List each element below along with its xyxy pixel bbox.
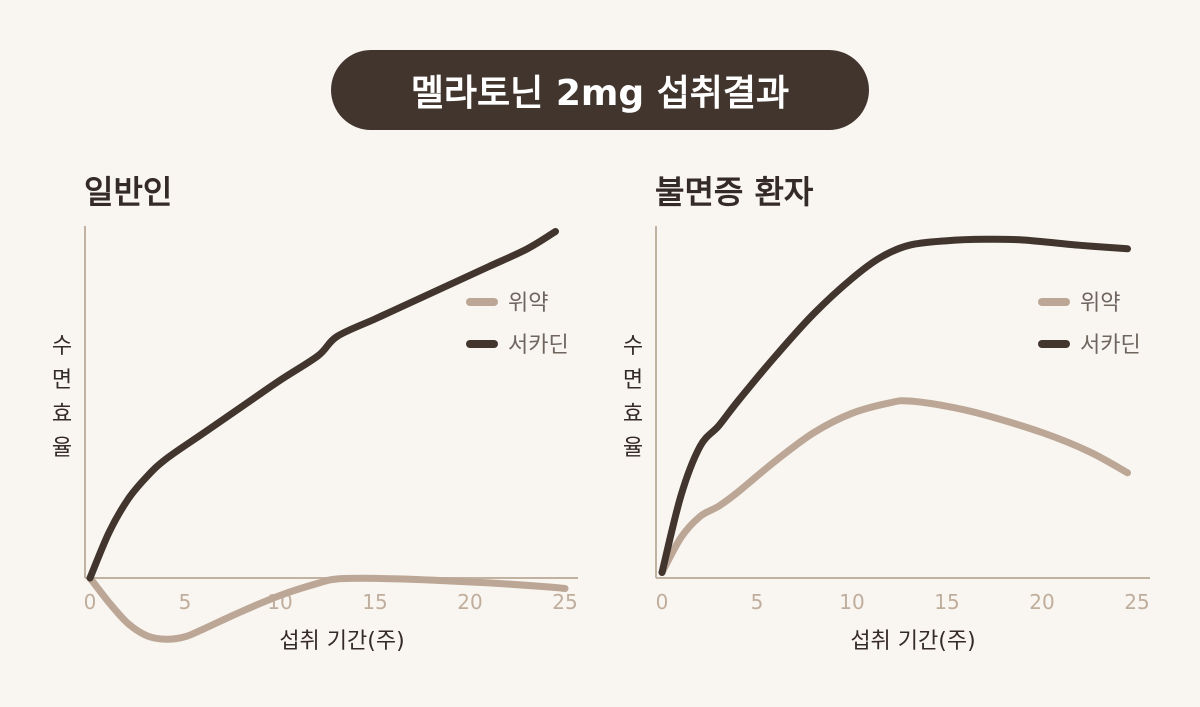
x-tick-label: 0 — [656, 590, 669, 614]
x-ticks-general: 0 5 10 15 20 25 — [84, 590, 578, 614]
x-tick-label: 5 — [751, 590, 764, 614]
main-title: 멜라토닌 2mg 섭취결과 — [410, 73, 790, 114]
series-line-circadin — [658, 235, 1131, 576]
x-tick-label: 20 — [457, 590, 482, 614]
x-ticks-insomnia: 0 5 10 15 20 25 — [656, 590, 1150, 614]
series-line-circadin — [86, 228, 559, 582]
x-tick-label: 25 — [1124, 590, 1149, 614]
chart-title-pill: 멜라토닌 2mg 섭취결과 — [331, 50, 869, 130]
y-axis-label-char: 면 — [52, 368, 72, 393]
x-axis-label-general: 섭취 기간(주) — [279, 629, 404, 654]
x-tick-label: 15 — [362, 590, 387, 614]
x-tick-label: 10 — [839, 590, 864, 614]
series-group-general — [86, 228, 569, 643]
panel-title-insomnia: 불면증 환자 — [655, 173, 814, 211]
series-line-placebo — [86, 574, 569, 643]
series-line-placebo — [658, 397, 1131, 576]
x-tick-label: 15 — [934, 590, 959, 614]
y-axis-label-char: 면 — [623, 368, 643, 393]
x-tick-label: 25 — [552, 590, 577, 614]
x-axis-label-insomnia: 섭취 기간(주) — [850, 629, 975, 654]
panel-title-general: 일반인 — [84, 173, 172, 211]
y-axis-label-char: 수 — [623, 334, 643, 359]
x-tick-label: 0 — [84, 590, 97, 614]
y-axis-label-char: 율 — [52, 436, 72, 461]
y-axis-label-char: 수 — [52, 334, 72, 359]
x-tick-label: 5 — [179, 590, 192, 614]
y-axis-label-char: 효 — [52, 402, 72, 427]
y-axis-label-char: 율 — [623, 436, 643, 461]
legend-label: 서카딘 — [1080, 333, 1141, 358]
legend-label: 위약 — [1080, 291, 1120, 316]
y-axis-label-char: 효 — [623, 402, 643, 427]
legend-label: 위약 — [508, 291, 548, 316]
series-group-insomnia — [658, 235, 1131, 576]
x-tick-label: 20 — [1029, 590, 1054, 614]
legend-label: 서카딘 — [508, 333, 569, 358]
